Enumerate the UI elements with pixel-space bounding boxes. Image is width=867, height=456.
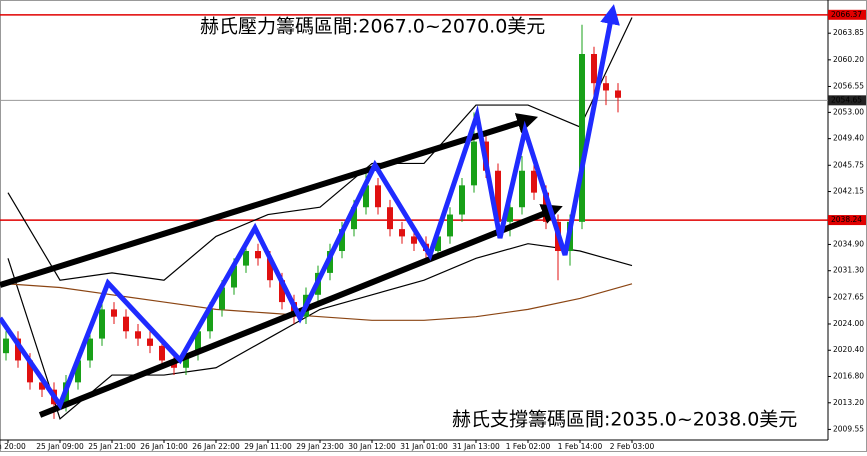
candle-body bbox=[375, 185, 381, 208]
y-tick-label: 2053.00 bbox=[833, 107, 864, 116]
y-tick-label: 2024.00 bbox=[833, 319, 864, 328]
overlay-line bbox=[7, 17, 633, 281]
y-tick-label: 2016.80 bbox=[833, 372, 864, 381]
candle-body bbox=[39, 382, 45, 390]
candle-body bbox=[123, 316, 129, 332]
y-tick-label: 2031.30 bbox=[833, 266, 864, 275]
candle-body bbox=[219, 287, 225, 310]
candle-body bbox=[387, 207, 393, 230]
candle-body bbox=[207, 309, 213, 332]
drawings bbox=[0, 4, 620, 418]
candle-body bbox=[591, 53, 597, 84]
candle-body bbox=[351, 207, 357, 230]
candle-body bbox=[495, 170, 501, 222]
price-label-bg bbox=[828, 95, 866, 106]
x-tick-label: Jan 20:00 bbox=[0, 442, 26, 451]
x-tick-label: 2 Feb 03:00 bbox=[610, 442, 655, 451]
candle-body bbox=[231, 265, 237, 288]
candle-body bbox=[279, 280, 285, 303]
candle-body bbox=[579, 53, 585, 222]
candle-body bbox=[471, 141, 477, 186]
candle-body bbox=[459, 185, 465, 215]
x-tick-label: 1 Feb 02:00 bbox=[506, 442, 551, 451]
x-tick-label: 1 Feb 14:00 bbox=[558, 442, 603, 451]
x-tick-label: 26 Jan 22:00 bbox=[192, 442, 240, 451]
candle-body bbox=[15, 338, 21, 361]
x-tick-label: 29 Jan 11:00 bbox=[244, 442, 292, 451]
candle-body bbox=[135, 331, 141, 339]
candle-body bbox=[195, 331, 201, 354]
candle-body bbox=[519, 170, 525, 208]
x-tick-label: 30 Jan 12:00 bbox=[348, 442, 396, 451]
candle-body bbox=[507, 207, 513, 222]
zigzag-arrow bbox=[0, 4, 620, 411]
candle-body bbox=[75, 360, 81, 383]
x-tick-label: 25 Jan 21:00 bbox=[88, 442, 136, 451]
candle-body bbox=[399, 229, 405, 237]
candle-body bbox=[435, 236, 441, 252]
candle-body bbox=[87, 338, 93, 361]
candle-body bbox=[615, 90, 621, 98]
candle-body bbox=[3, 338, 9, 354]
candle-body bbox=[267, 258, 273, 281]
price-label-bg bbox=[828, 9, 866, 20]
candle-body bbox=[159, 345, 165, 361]
candle-body bbox=[411, 236, 417, 244]
price-label: 2066.37 bbox=[831, 10, 862, 19]
candle-body bbox=[243, 251, 249, 266]
candle-body bbox=[99, 309, 105, 339]
channel-line bbox=[0, 113, 539, 288]
price-label-bg bbox=[828, 215, 866, 226]
y-tick-label: 2042.15 bbox=[833, 187, 864, 196]
y-tick-label: 2027.65 bbox=[833, 292, 864, 301]
candle-body bbox=[339, 229, 345, 252]
x-tick-label: 26 Jan 10:00 bbox=[140, 442, 188, 451]
overlay-line bbox=[7, 283, 633, 321]
candle-body bbox=[603, 83, 609, 91]
overlay-line bbox=[7, 243, 633, 420]
candle-body bbox=[363, 185, 369, 208]
candle-body bbox=[27, 360, 33, 383]
candle-body bbox=[147, 338, 153, 346]
y-tick-label: 2013.20 bbox=[833, 398, 864, 407]
y-tick-label: 2034.90 bbox=[833, 239, 864, 248]
price-label: 2054.65 bbox=[831, 95, 862, 104]
y-tick-label: 2049.40 bbox=[833, 134, 864, 143]
candle-body bbox=[183, 353, 189, 368]
y-tick-label: 2060.20 bbox=[833, 55, 864, 64]
x-tick-label: 25 Jan 09:00 bbox=[36, 442, 84, 451]
y-tick-label: 2063.85 bbox=[833, 28, 864, 37]
candle-body bbox=[531, 170, 537, 193]
x-tick-label: 31 Jan 13:00 bbox=[452, 442, 500, 451]
candle-body bbox=[447, 214, 453, 237]
y-tick-label: 2045.75 bbox=[833, 160, 864, 169]
x-tick-label: 31 Jan 01:00 bbox=[400, 442, 448, 451]
y-tick-label: 2009.55 bbox=[833, 424, 864, 433]
annotation: 赫氏壓力籌碼區間:2067.0~2070.0美元 bbox=[200, 16, 545, 38]
y-tick-label: 2020.40 bbox=[833, 345, 864, 354]
annotation: 赫氏支撐籌碼區間:2035.0~2038.0美元 bbox=[452, 409, 797, 431]
x-tick-label: 29 Jan 23:00 bbox=[296, 442, 344, 451]
candle-body bbox=[255, 251, 261, 259]
price-label: 2038.24 bbox=[831, 215, 862, 224]
candle-body bbox=[111, 309, 117, 317]
y-tick-label: 2056.55 bbox=[833, 81, 864, 90]
